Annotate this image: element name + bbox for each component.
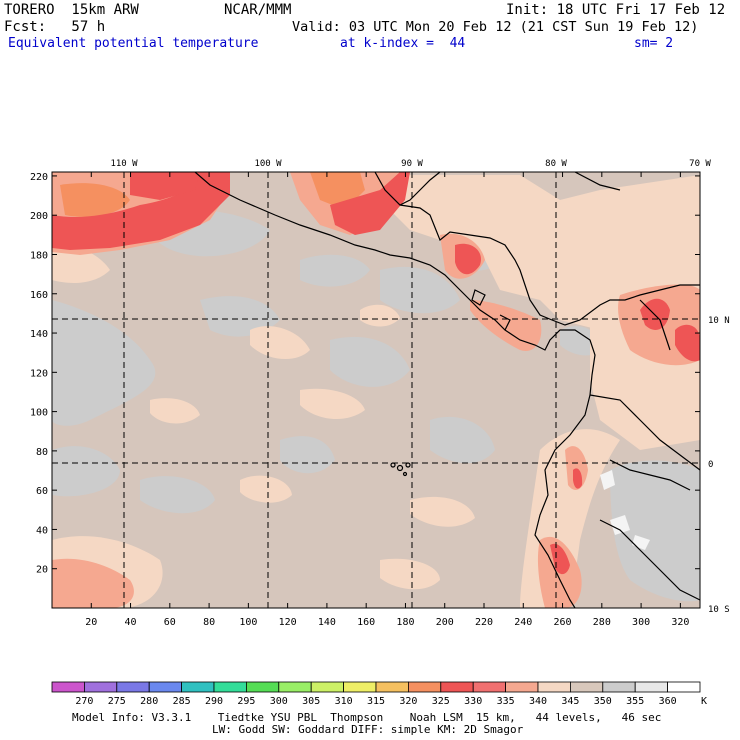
colorbar-swatch [181,681,215,693]
longitude-label: 100 W [254,159,282,169]
field-name: Equivalent potential temperature [8,36,259,51]
footer-line2: LW: Godd SW: Goddard DIFF: simple KM: 2D… [212,723,524,736]
y-tick-label: 140 [30,329,48,340]
colorbar-swatch [310,681,345,693]
colorbar-label: 315 [367,696,385,707]
colorbar-swatch [51,681,85,693]
colorbar-swatch [375,681,409,693]
x-tick-label: 20 [85,617,97,628]
colorbar [51,681,701,693]
colorbar-swatch [116,681,150,693]
x-tick-label: 180 [396,617,414,628]
model-title: TORERO 15km ARW [4,2,139,18]
y-tick-label: 120 [30,368,48,379]
smoothing-info: sm= 2 [634,36,674,51]
y-tick-label: 80 [36,447,48,458]
x-tick-label: 280 [593,617,611,628]
longitude-label: 110 W [110,159,138,169]
x-tick-label: 60 [164,617,176,628]
latitude-label: 0 [708,460,713,470]
latlon-grid [52,172,700,608]
longitude-label: 70 W [689,159,711,169]
colorbar-label: 340 [529,696,547,707]
colorbar-swatch [537,681,571,693]
colorbar-label: 320 [399,696,417,707]
colorbar-swatch [84,681,118,693]
colorbar-swatch [407,681,442,693]
x-tick-label: 140 [318,617,336,628]
y-tick-label: 200 [30,211,48,222]
coastlines [194,172,700,608]
colorbar-label: 305 [302,696,320,707]
map-frame [51,171,701,609]
colorbar-label: 345 [561,696,579,707]
colorbar-swatch [213,681,247,693]
longitude-label: 90 W [401,159,423,169]
colorbar-label: 350 [594,696,612,707]
y-tick-label: 20 [36,565,48,576]
init-time: Init: 18 UTC Fri 17 Feb 12 [506,2,726,18]
colorbar-label: 295 [237,696,255,707]
x-grid-labels: 20 40 60 80 100 120 140 160 180 200 220 240 260 280 30… [85,617,689,628]
colorbar-labels: 270 275 280 285 290 295 300 305 310 315 320 325 330 3… [75,696,676,707]
y-tick-label: 100 [30,408,48,419]
colorbar-label: 325 [432,696,450,707]
colorbar-swatch [472,681,507,693]
longitude-labels: 110 W 100 W 90 W 80 W 70 W [110,159,711,169]
valid-time: Valid: 03 UTC Mon 20 Feb 12 (21 CST Sun … [292,19,699,35]
colorbar-label: 330 [464,696,482,707]
colorbar-swatch [148,681,182,693]
colorbar-label: 355 [626,696,644,707]
colorbar-label: 300 [270,696,288,707]
colorbar-label: 270 [75,696,93,707]
axis-ticks [52,172,700,608]
colorbar-label: 285 [173,696,191,707]
colorbar-label: 275 [108,696,126,707]
colorbar-swatch [667,681,701,693]
footer-line1: Model Info: V3.3.1 Tiedtke YSU PBL Thomp… [72,711,662,724]
colorbar-label: 290 [205,696,223,707]
colorbar-label: 280 [140,696,158,707]
latitude-label: 10 N [708,316,730,326]
field-360 [600,470,650,550]
x-tick-label: 320 [671,617,689,628]
y-tick-label: 40 [36,525,48,536]
x-tick-label: 240 [514,617,532,628]
colorbar-swatch [634,681,669,693]
y-tick-label: 60 [36,486,48,497]
x-tick-label: 300 [632,617,650,628]
latitude-labels: 10 N 0 10 S [708,316,730,615]
colorbar-swatch [602,681,636,693]
x-tick-label: 120 [279,617,297,628]
x-tick-label: 80 [203,617,215,628]
y-grid-labels: 220 200 180 160 140 120 100 80 60 40 20 [30,172,48,576]
x-tick-label: 220 [475,617,493,628]
colorbar-label: 310 [335,696,353,707]
y-tick-label: 180 [30,250,48,261]
x-tick-label: 40 [125,617,137,628]
colorbar-swatch [343,681,377,693]
colorbar-unit: K [701,696,707,707]
center-name: NCAR/MMM [224,2,292,18]
colorbar-swatch [440,681,474,693]
x-tick-label: 200 [436,617,454,628]
colorbar-swatch [570,681,604,693]
colorbar-swatch [505,681,539,693]
y-tick-label: 160 [30,290,48,301]
longitude-label: 80 W [545,159,567,169]
colorbar-swatch [278,681,312,693]
x-tick-label: 260 [554,617,572,628]
latitude-label: 10 S [708,605,730,615]
x-tick-label: 160 [357,617,375,628]
field-350-355 [52,210,700,602]
forecast-hour: Fcst: 57 h [4,19,106,35]
x-tick-label: 100 [239,617,257,628]
colorbar-label: 360 [659,696,677,707]
map-field [52,172,700,608]
colorbar-swatch [245,681,280,693]
y-tick-label: 220 [30,172,48,183]
level-info: at k-index = 44 [340,36,466,51]
colorbar-label: 335 [497,696,515,707]
